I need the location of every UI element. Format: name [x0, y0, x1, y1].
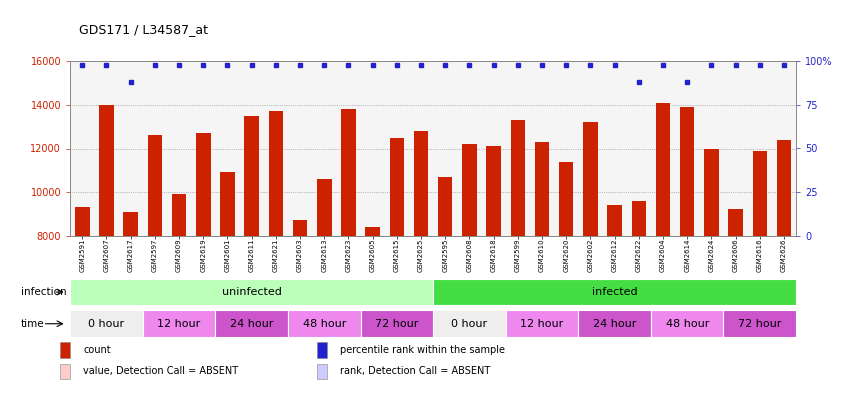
Bar — [462, 144, 477, 236]
Bar — [70, 279, 433, 305]
Text: 24 hour: 24 hour — [230, 319, 273, 329]
Text: rank, Detection Call = ABSENT: rank, Detection Call = ABSENT — [340, 366, 490, 377]
Bar — [506, 310, 579, 337]
Bar — [147, 135, 162, 236]
Bar — [60, 364, 70, 379]
Bar — [535, 142, 550, 236]
Bar — [245, 116, 259, 236]
Bar — [438, 177, 453, 236]
Bar — [776, 140, 791, 236]
Bar — [172, 194, 187, 236]
Bar — [433, 310, 506, 337]
Text: value, Detection Call = ABSENT: value, Detection Call = ABSENT — [83, 366, 238, 377]
Bar — [680, 107, 694, 236]
Text: count: count — [83, 345, 110, 355]
Bar — [123, 211, 138, 236]
Bar — [317, 364, 327, 379]
Text: 0 hour: 0 hour — [451, 319, 488, 329]
Bar — [269, 111, 283, 236]
Text: 12 hour: 12 hour — [158, 319, 200, 329]
Text: 24 hour: 24 hour — [593, 319, 636, 329]
Bar — [70, 310, 143, 337]
Bar — [216, 310, 288, 337]
Text: 12 hour: 12 hour — [520, 319, 563, 329]
Bar — [60, 342, 70, 358]
Bar — [752, 150, 767, 236]
Bar — [583, 122, 597, 236]
Bar — [342, 109, 356, 236]
Bar — [288, 310, 360, 337]
Bar — [704, 148, 719, 236]
Bar — [196, 133, 211, 236]
Bar — [608, 205, 621, 236]
Text: GDS171 / L34587_at: GDS171 / L34587_at — [79, 23, 208, 36]
Text: infection: infection — [21, 287, 67, 297]
Bar — [723, 310, 796, 337]
Text: 72 hour: 72 hour — [738, 319, 782, 329]
Text: 72 hour: 72 hour — [375, 319, 419, 329]
Bar — [360, 310, 433, 337]
Text: time: time — [21, 319, 45, 329]
Bar — [389, 137, 404, 236]
Text: uninfected: uninfected — [222, 287, 282, 297]
Bar — [559, 162, 574, 236]
Text: 48 hour: 48 hour — [665, 319, 709, 329]
Text: infected: infected — [591, 287, 638, 297]
Bar — [651, 310, 723, 337]
Bar — [632, 201, 646, 236]
Bar — [220, 172, 235, 236]
Bar — [75, 207, 90, 236]
Bar — [510, 120, 525, 236]
Bar — [293, 220, 307, 236]
Bar — [656, 103, 670, 236]
Bar — [413, 131, 428, 236]
Text: percentile rank within the sample: percentile rank within the sample — [340, 345, 505, 355]
Bar — [143, 310, 216, 337]
Bar — [366, 227, 380, 236]
Bar — [579, 310, 651, 337]
Bar — [99, 105, 114, 236]
Bar — [433, 279, 796, 305]
Text: 48 hour: 48 hour — [302, 319, 346, 329]
Bar — [486, 146, 501, 236]
Bar — [317, 179, 331, 236]
Bar — [728, 209, 743, 236]
Text: 0 hour: 0 hour — [88, 319, 125, 329]
Bar — [317, 342, 327, 358]
